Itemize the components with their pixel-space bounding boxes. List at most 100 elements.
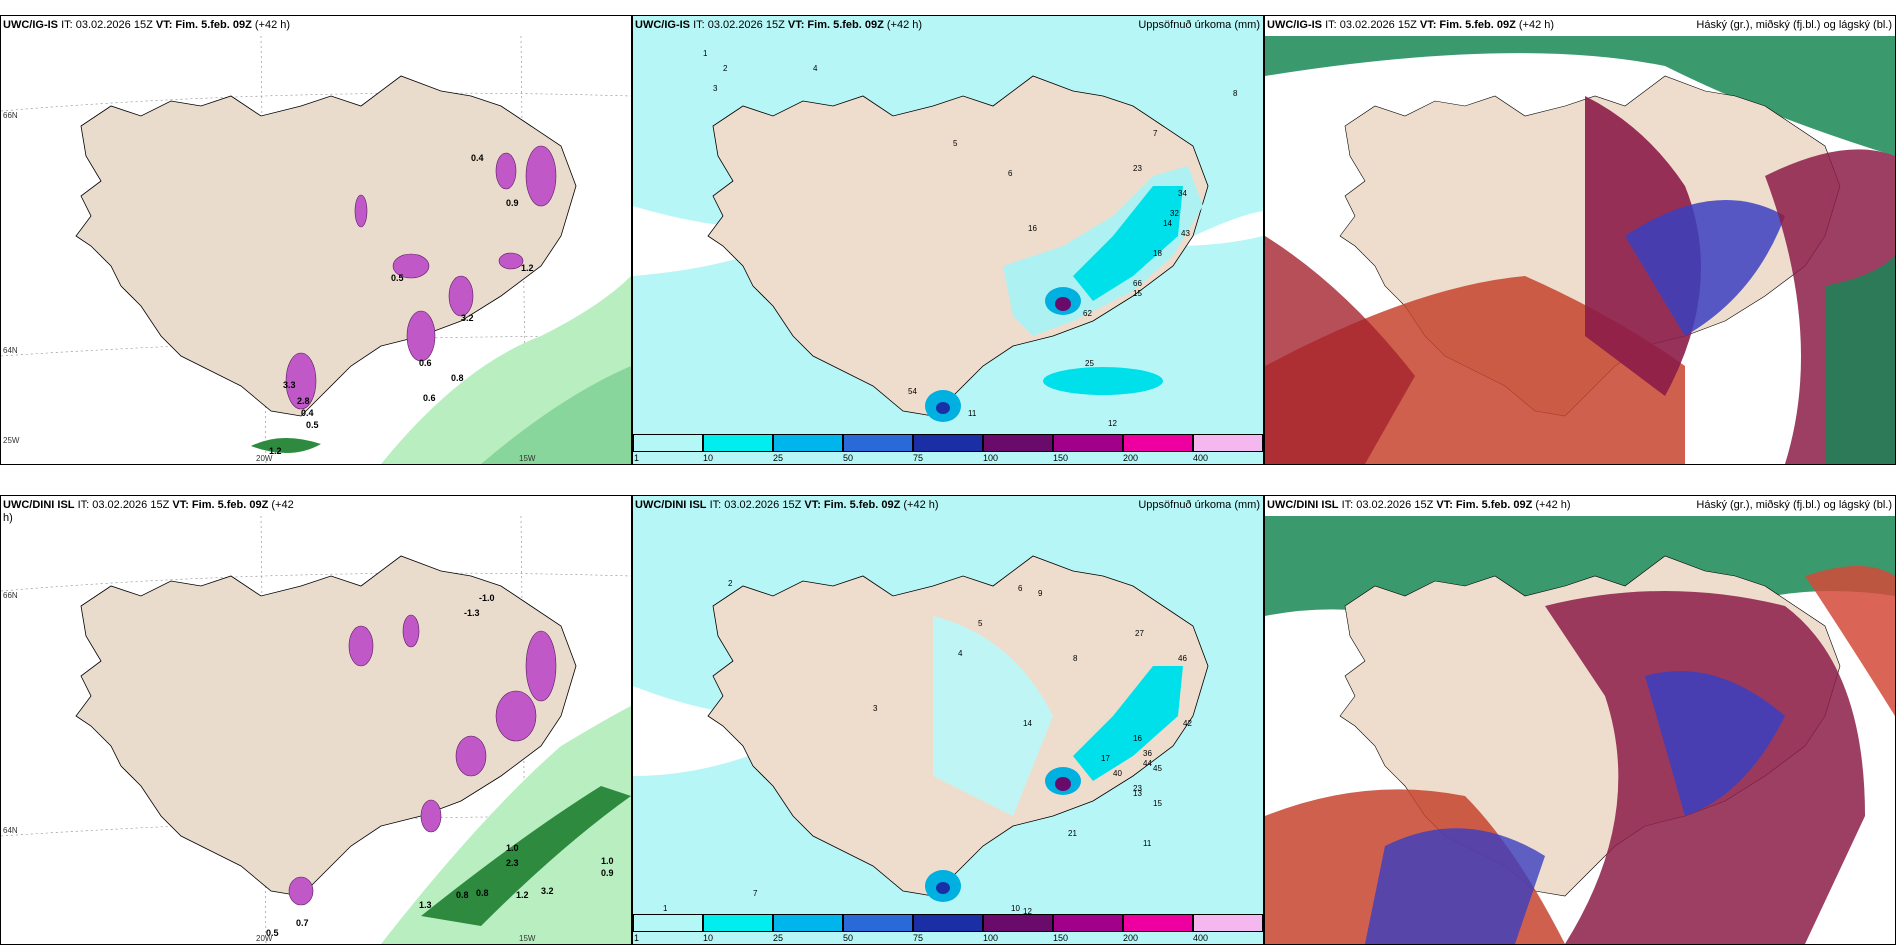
svg-text:54: 54 [908,387,917,396]
svg-text:3: 3 [873,704,878,713]
map-label: 1.2 [269,446,282,456]
panel-dini-clouds: UWC/DINI ISL IT: 03.02.2026 15Z VT: Fim.… [1264,495,1896,945]
legend-swatch [1123,914,1193,932]
svg-text:3: 3 [713,84,718,93]
panel-igis-clouds: UWC/IG-IS IT: 03.02.2026 15Z VT: Fim. 5.… [1264,15,1896,465]
map-label: 3.3 [283,380,296,390]
panel-header: UWC/DINI ISL IT: 03.02.2026 15Z VT: Fim.… [635,499,939,511]
svg-text:9: 9 [1038,589,1043,598]
svg-text:8: 8 [1233,89,1238,98]
legend-tick: 150 [1053,453,1069,463]
svg-text:0.7: 0.7 [296,918,309,928]
precip-legend: 1 10 25 50 75 100 150 200 400 [633,434,1263,464]
svg-text:1: 1 [663,904,668,913]
svg-text:11: 11 [968,409,977,418]
svg-text:6: 6 [1018,584,1023,593]
svg-text:1.2: 1.2 [516,890,529,900]
lon-label: 25W [3,436,20,445]
legend-swatch [913,434,983,452]
lat-label: 64N [3,346,18,355]
svg-text:21: 21 [1068,829,1077,838]
svg-text:66: 66 [1133,279,1142,288]
svg-text:62: 62 [1083,309,1092,318]
legend-tick: 75 [913,933,924,943]
svg-text:8: 8 [1073,654,1078,663]
svg-text:16: 16 [1133,734,1142,743]
svg-text:40: 40 [1113,769,1122,778]
legend-tick: 10 [703,453,714,463]
legend-swatch [913,914,983,932]
svg-text:10: 10 [1011,904,1020,913]
svg-text:7: 7 [1153,129,1158,138]
svg-text:23: 23 [1133,784,1142,793]
legend-tick: 25 [773,453,784,463]
svg-text:6: 6 [1008,169,1013,178]
svg-text:11: 11 [1143,839,1152,848]
panel-header: UWC/DINI ISL IT: 03.02.2026 15Z VT: Fim.… [3,499,294,524]
legend-swatch [843,434,913,452]
panel-subtitle: Háský (gr.), miðský (fj.bl.) og lágský (… [1696,499,1892,511]
iceland-map-icon [1265,36,1895,464]
svg-text:0.5: 0.5 [266,928,279,938]
iceland-map-icon: -1.0 -1.3 0.5 0.8 0.7 1.0 2.3 3.2 1.2 0.9 0.8… [1,516,631,944]
lon-label: 15W [519,934,536,943]
map-label: 3.2 [461,313,474,323]
svg-text:0.9: 0.9 [601,868,614,878]
svg-text:14: 14 [1023,719,1032,728]
legend-tick: 100 [983,453,999,463]
map-label: 0.4 [471,153,484,163]
svg-text:-1.0: -1.0 [479,593,495,603]
svg-text:25: 25 [1085,359,1094,368]
svg-text:44: 44 [1143,759,1152,768]
lat-label: 64N [3,826,18,835]
legend-tick: 400 [1193,933,1209,943]
svg-text:2: 2 [728,579,733,588]
legend-tick: 10 [703,933,714,943]
legend-tick: 400 [1193,453,1209,463]
legend-tick: 25 [773,933,784,943]
svg-text:7: 7 [753,889,758,898]
svg-text:1.0: 1.0 [601,856,614,866]
legend-tick: 75 [913,453,924,463]
legend-swatch [633,914,703,932]
svg-text:3.2: 3.2 [541,886,554,896]
lat-label: 66N [3,111,18,120]
legend-swatch [983,434,1053,452]
legend-tick: 100 [983,933,999,943]
map-label: 0.6 [423,393,436,403]
legend-tick: 50 [843,453,854,463]
svg-text:17: 17 [1101,754,1110,763]
iceland-map-icon: 0.6 0.8 0.6 0.5 0.4 1.2 2.8 3.3 0.5 0.9 … [1,36,631,464]
legend-swatch [1123,434,1193,452]
panel-header: UWC/IG-IS IT: 03.02.2026 15Z VT: Fim. 5.… [1267,19,1555,31]
svg-text:15: 15 [1153,799,1162,808]
map-label: 1.2 [521,263,534,273]
lon-label: 20W [256,454,273,463]
svg-text:16: 16 [1028,224,1037,233]
svg-text:32: 32 [1170,209,1179,218]
legend-swatch [1193,914,1263,932]
map-label: 0.6 [419,358,432,368]
svg-text:4: 4 [958,649,963,658]
svg-text:2: 2 [723,64,728,73]
svg-text:15: 15 [1133,289,1142,298]
map-label: 0.9 [506,198,519,208]
svg-text:43: 43 [1181,229,1190,238]
legend-swatch [1053,434,1123,452]
panel-dini-snow: UWC/DINI ISL IT: 03.02.2026 15Z VT: Fim.… [0,495,632,945]
legend-tick: 200 [1123,933,1139,943]
svg-text:12: 12 [1108,419,1117,428]
map-label: 0.5 [391,273,404,283]
svg-text:0.8: 0.8 [456,890,469,900]
svg-text:0.8: 0.8 [476,888,489,898]
legend-swatch [773,914,843,932]
legend-swatch [773,434,843,452]
svg-text:5: 5 [978,619,983,628]
map-label: 0.4 [301,408,314,418]
legend-tick: 1 [634,453,640,463]
panel-subtitle: Uppsöfnuð úrkoma (mm) [1138,499,1260,511]
legend-swatch [1053,914,1123,932]
panel-igis-precip: UWC/IG-IS IT: 03.02.2026 15Z VT: Fim. 5.… [632,15,1264,465]
